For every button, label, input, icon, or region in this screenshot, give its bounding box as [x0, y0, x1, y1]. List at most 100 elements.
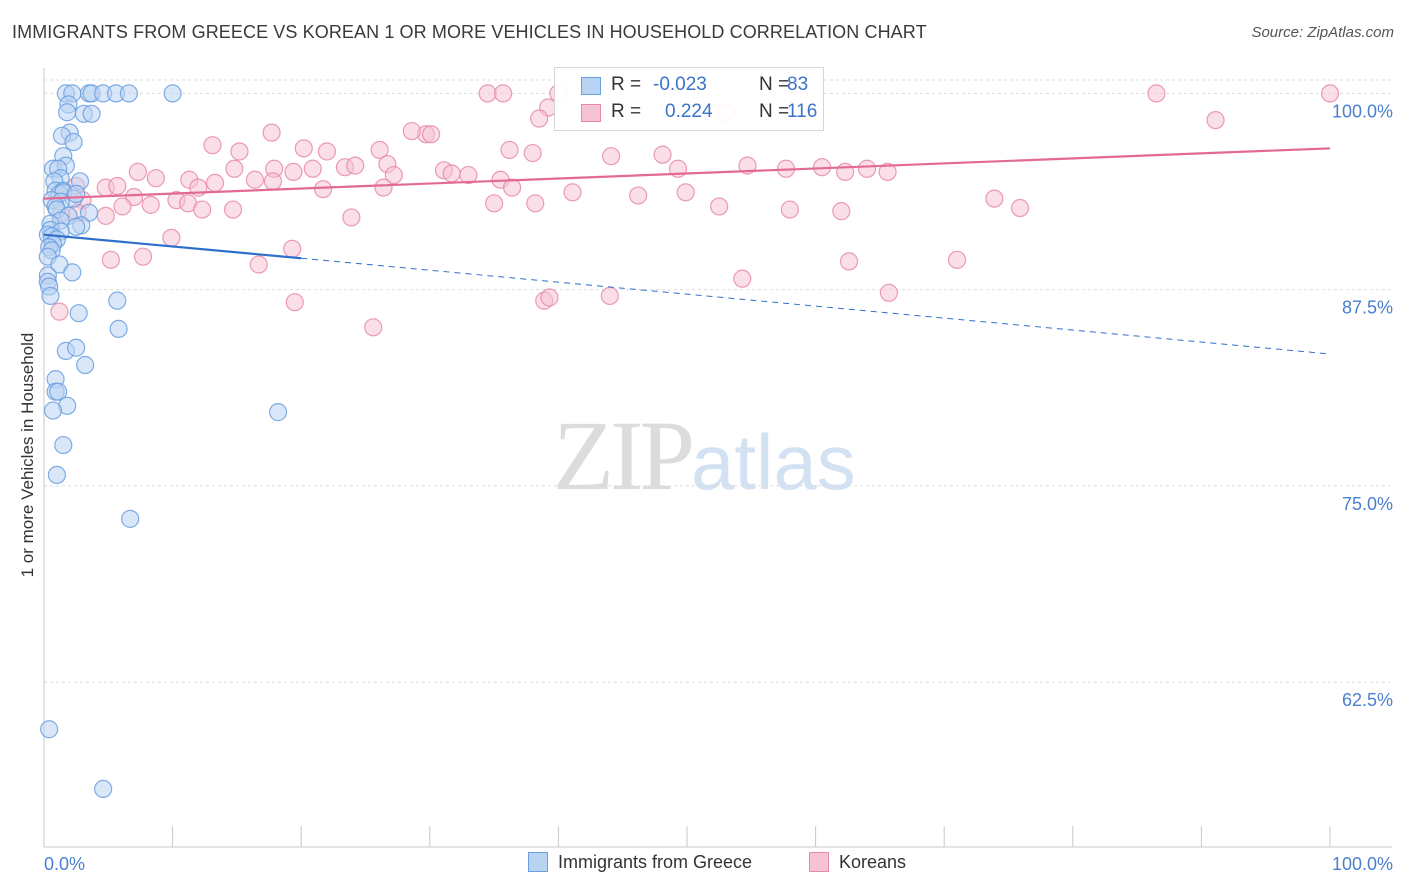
- data-point: [530, 109, 549, 128]
- data-point: [133, 247, 153, 266]
- data-point: [563, 183, 582, 202]
- data-point: [108, 291, 127, 310]
- data-point: [676, 183, 695, 202]
- data-point: [162, 228, 181, 247]
- data-point: [268, 403, 288, 422]
- data-point: [364, 318, 383, 337]
- data-point: [41, 286, 60, 306]
- data-point: [500, 140, 519, 160]
- data-point: [67, 338, 86, 357]
- data-point: [285, 293, 304, 312]
- data-point: [526, 194, 545, 213]
- data-point: [64, 132, 83, 152]
- bottom-legend-greece: Immigrants from Greece: [528, 852, 752, 873]
- data-point: [839, 252, 859, 271]
- bottom-legend-label-greece: Immigrants from Greece: [558, 852, 753, 872]
- legend-swatch-greece: [581, 77, 601, 95]
- data-point: [294, 139, 313, 158]
- bottom-legend-swatch-greece: [528, 852, 548, 872]
- data-point: [836, 162, 855, 181]
- data-point: [141, 195, 160, 214]
- data-point: [485, 194, 504, 213]
- data-point: [113, 197, 132, 216]
- data-point: [878, 162, 897, 181]
- trend-lines: [43, 147, 1331, 355]
- data-point: [43, 401, 63, 420]
- axes: [43, 68, 1392, 848]
- data-point: [67, 184, 86, 203]
- data-point: [225, 159, 244, 178]
- data-point: [245, 170, 265, 189]
- data-point: [54, 435, 73, 455]
- bottom-legend-koreans: Koreans: [809, 852, 906, 873]
- data-point: [76, 355, 95, 375]
- data-point: [879, 283, 899, 302]
- data-point: [284, 162, 303, 181]
- data-point: [602, 147, 621, 166]
- points: [38, 84, 1340, 799]
- y-tick-label: 62.5%: [1342, 690, 1393, 710]
- data-point: [82, 104, 101, 123]
- data-point: [342, 208, 361, 227]
- data-point: [459, 165, 478, 185]
- data-point: [629, 186, 648, 205]
- data-point: [540, 288, 559, 307]
- bottom-legend-label-koreans: Koreans: [839, 852, 907, 872]
- legend-r-label: R =: [611, 74, 642, 95]
- legend-r-value: 0.224: [665, 101, 713, 122]
- data-point: [109, 319, 128, 338]
- legend-n-value: 83: [787, 74, 809, 95]
- data-point: [303, 159, 322, 178]
- data-point: [96, 206, 115, 225]
- legend-swatch-koreans: [581, 104, 601, 122]
- data-point: [50, 302, 69, 321]
- data-point: [421, 125, 441, 144]
- data-point: [313, 180, 333, 199]
- bottom-legend-swatch-koreans: [809, 852, 829, 872]
- data-point: [193, 200, 212, 219]
- data-point: [710, 197, 729, 216]
- data-point: [523, 143, 542, 163]
- legend: R = -0.023 N = 83 R = 0.224 N = 116: [554, 67, 824, 131]
- data-point: [40, 720, 59, 739]
- data-point: [985, 189, 1004, 208]
- data-point: [402, 121, 421, 141]
- data-point: [370, 140, 389, 160]
- data-point: [494, 84, 513, 103]
- data-point: [223, 200, 243, 219]
- data-point: [317, 142, 337, 161]
- legend-n-label: N =: [759, 74, 790, 95]
- tick-labels: 62.5% 75.0% 87.5% 100.0% 0.0% 100.0%: [44, 101, 1393, 874]
- y-tick-label: 75.0%: [1342, 494, 1393, 514]
- data-point: [163, 84, 182, 103]
- data-point: [374, 178, 393, 197]
- trend-line-koreans: [43, 147, 1331, 200]
- data-point: [478, 84, 497, 103]
- data-point: [503, 178, 522, 197]
- data-point: [58, 103, 77, 122]
- data-point: [101, 250, 120, 269]
- data-point: [205, 173, 225, 192]
- data-point: [49, 382, 68, 401]
- data-point: [67, 217, 86, 236]
- x-tick-label: 0.0%: [44, 854, 85, 874]
- data-point: [857, 159, 877, 178]
- y-tick-label: 100.0%: [1332, 101, 1393, 121]
- grid: [44, 79, 1392, 683]
- data-point: [263, 172, 283, 191]
- data-point: [69, 304, 88, 323]
- source-label: Source: ZipAtlas.com: [1251, 24, 1394, 41]
- data-point: [63, 263, 82, 282]
- y-tick-label: 87.5%: [1342, 298, 1393, 318]
- data-point: [832, 202, 851, 221]
- legend-n-label: N =: [759, 101, 790, 122]
- data-point: [121, 509, 140, 528]
- data-point: [653, 145, 672, 164]
- data-point: [230, 142, 249, 161]
- x-tick-label: 100.0%: [1332, 854, 1393, 874]
- data-point: [128, 162, 147, 181]
- data-point: [384, 165, 403, 185]
- data-point: [47, 465, 66, 485]
- y-axis-label: 1 or more Vehicles in Household: [18, 332, 37, 578]
